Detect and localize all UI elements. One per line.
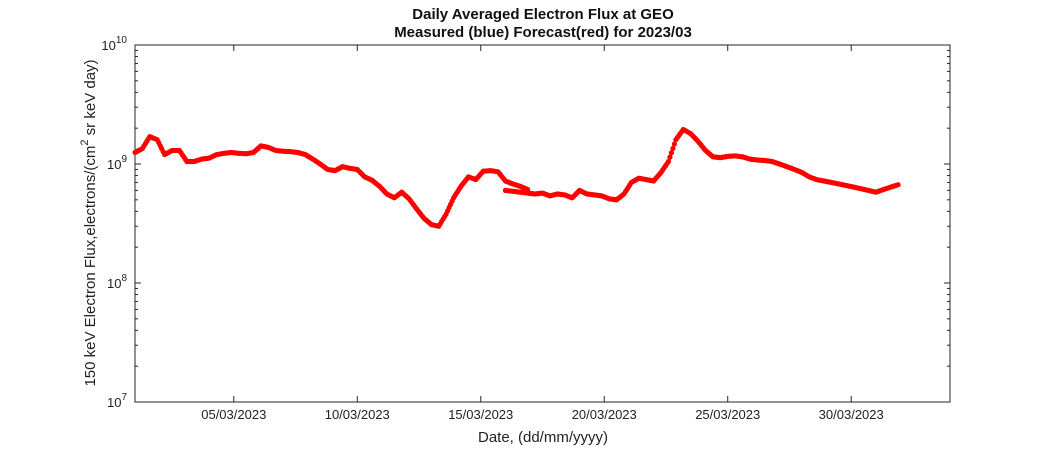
y-tick-label: 107 <box>107 392 127 410</box>
x-tick-label: 10/03/2023 <box>325 407 390 422</box>
data-point <box>670 145 676 152</box>
data-point <box>665 158 672 165</box>
y-tick-label: 109 <box>107 154 127 172</box>
x-tick-label: 25/03/2023 <box>695 407 760 422</box>
y-tick-base: 10 <box>107 157 121 172</box>
y-axis-label-sup: 2 <box>79 139 91 145</box>
y-tick-base: 10 <box>107 276 121 291</box>
x-axis-ticks: 05/03/2023 10/03/2023 15/03/2023 20/03/2023… <box>201 45 884 422</box>
y-axis-label-main: 150 keV Electron Flux,electrons/(cm <box>82 146 99 387</box>
y-axis-label: 150 keV Electron Flux,electrons/(cm2 sr … <box>79 59 99 386</box>
x-tick-label: 05/03/2023 <box>201 407 266 422</box>
x-tick-label: 20/03/2023 <box>572 407 637 422</box>
x-axis-label: Date, (dd/mm/yyyy) <box>478 429 608 446</box>
y-tick-exponent: 8 <box>121 273 127 284</box>
data-points <box>132 126 901 229</box>
y-tick-base: 10 <box>101 38 115 53</box>
y-tick-exponent: 9 <box>121 154 127 165</box>
y-tick-exponent: 10 <box>116 35 128 46</box>
chart-subtitle: Measured (blue) Forecast(red) for 2023/0… <box>394 24 692 41</box>
data-point <box>667 154 673 160</box>
y-tick-base: 10 <box>107 395 121 410</box>
data-point <box>671 141 677 147</box>
y-axis-label-tail: sr keV day) <box>82 59 99 139</box>
data-point <box>668 150 675 156</box>
plot-frame <box>134 44 951 403</box>
data-point <box>895 182 901 188</box>
y-tick-label: 1010 <box>101 35 127 53</box>
chart-title: Daily Averaged Electron Flux at GEO <box>412 6 674 23</box>
x-tick-label: 30/03/2023 <box>819 407 884 422</box>
y-tick-exponent: 7 <box>121 392 127 403</box>
x-tick-label: 15/03/2023 <box>448 407 513 422</box>
y-tick-label: 108 <box>107 273 127 291</box>
